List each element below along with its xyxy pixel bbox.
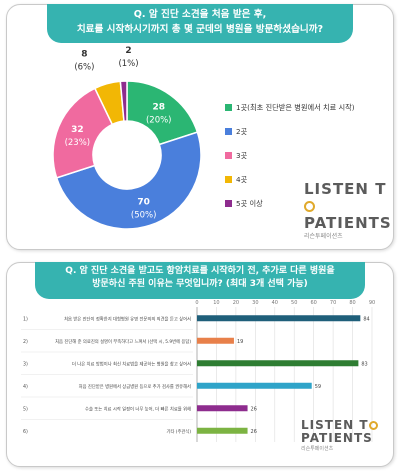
legend-label: 4곳	[236, 175, 248, 184]
question-header: Q. 암 진단 소견을 처음 받은 후, 치료를 시작하시기까지 총 몇 군데의…	[47, 4, 353, 43]
legend-label: 2곳	[236, 127, 248, 136]
donut-slice	[119, 80, 128, 122]
x-tick-label: 10	[213, 300, 219, 306]
legend-label: 5곳 이상	[236, 199, 263, 208]
slice-percent-label: (1%)	[118, 59, 138, 69]
question-header: Q. 암 진단 소견을 받고도 항암치료를 시작하기 전, 추가로 다른 병원을…	[35, 262, 365, 299]
category-label: 더 나은 치료 방법이나 최신 치료법을 제공하는 병원을 찾고 싶어서	[72, 360, 191, 367]
question-line-1: Q. 암 진단 소견을 받고도 항암치료를 시작하기 전, 추가로 다른 병원을	[65, 266, 335, 276]
question-line-2: 방문하신 주된 이유는 무엇입니까? (최대 3개 선택 가능)	[92, 279, 308, 289]
x-tick-label: 90	[369, 300, 375, 306]
x-tick-label: 60	[310, 300, 316, 306]
category-label: 처음 진단받은 병원에서 상급병원 등으로 추가 검사를 권유해서	[79, 383, 191, 390]
logo-text-line-3: 리슨투페이션츠	[304, 233, 343, 240]
slice-value-label: 8	[81, 50, 87, 60]
category-label: 수술 또는 치료 시작 일정이 너무 늦어, 더 빠른 치료를 위해	[85, 405, 191, 412]
logo-text-line-3: 리슨투페이션츠	[301, 446, 334, 452]
slice-value-label: 28	[152, 102, 165, 112]
x-tick-label: 20	[233, 300, 239, 306]
legend-swatch	[225, 104, 232, 111]
logo-o-icon	[368, 421, 378, 430]
logo-o-icon	[304, 201, 315, 212]
listen-to-patients-logo: LISTEN T PATIENTS 리슨투페이션츠	[301, 419, 378, 453]
bar	[197, 405, 248, 412]
category-label: 기타 (주관식)	[167, 428, 192, 435]
row-number: 4)	[23, 384, 28, 390]
bar-value-label: 19	[237, 339, 243, 345]
listen-to-patients-logo: LISTEN T PATIENTS 리슨투페이션츠	[304, 181, 393, 241]
legend-swatch	[225, 128, 232, 135]
bar-value-label: 26	[251, 406, 257, 412]
visit-reason-panel: Q. 암 진단 소견을 받고도 항암치료를 시작하기 전, 추가로 다른 병원을…	[6, 262, 394, 467]
bar-value-label: 59	[315, 384, 321, 390]
logo-text-line-1: LISTEN T	[301, 418, 369, 432]
slice-percent-label: (50%)	[131, 210, 157, 220]
x-tick-label: 0	[195, 300, 198, 306]
category-label: 처음 진단해 준 의료진의 설명이 부족하다고 느껴서 (선택 시, 5.9번에…	[55, 338, 191, 345]
logo-text-line-1: LISTEN T	[304, 180, 387, 198]
donut-slice	[55, 131, 202, 230]
logo-text-line-2: PATIENTS	[304, 214, 392, 232]
bar-value-label: 26	[251, 429, 257, 435]
question-line-1: Q. 암 진단 소견을 처음 받은 후,	[133, 9, 267, 20]
bar	[197, 337, 234, 344]
legend-label: 1곳(최초 진단받은 병원에서 치료 시작)	[236, 103, 355, 112]
bar	[197, 315, 361, 322]
legend-swatch	[225, 200, 232, 207]
x-tick-label: 70	[330, 300, 336, 306]
slice-percent-label: (6%)	[74, 63, 94, 73]
x-tick-label: 40	[272, 300, 278, 306]
visit-count-panel: Q. 암 진단 소견을 처음 받은 후, 치료를 시작하시기까지 총 몇 군데의…	[6, 4, 394, 250]
slice-value-label: 2	[125, 46, 131, 56]
category-label: 처음 받은 진단이 정확한지 대형병원 유명 전문의의 의견을 듣고 싶어서	[64, 315, 191, 322]
slice-percent-label: (20%)	[146, 115, 172, 125]
bar	[197, 382, 312, 389]
donut-chart: 28 (20%) 70 (50%) 32 (23%) 8 (6%) 2 (1%)	[52, 46, 202, 230]
slice-percent-label: (23%)	[65, 138, 91, 148]
row-number: 1)	[23, 316, 28, 322]
legend-label: 3곳	[236, 151, 248, 160]
x-tick-label: 50	[291, 300, 297, 306]
slice-value-label: 32	[71, 125, 84, 135]
bar-value-label: 84	[363, 316, 369, 322]
bar-value-label: 83	[361, 361, 367, 367]
row-number: 6)	[23, 429, 28, 435]
legend-swatch	[225, 152, 232, 159]
legend-swatch	[225, 176, 232, 183]
row-number: 5)	[23, 406, 28, 412]
bar	[197, 360, 359, 367]
bar	[197, 427, 248, 434]
x-tick-label: 30	[252, 300, 258, 306]
logo-text-line-2: PATIENTS	[301, 431, 373, 445]
bar-chart: 0 10 20 30 40 50 60 70 80 90 1) 처음 받은 진단이 정확한지 대형병원…	[21, 300, 375, 442]
question-line-2: 치료를 시작하시기까지 총 몇 군데의 병원을 방문하셨습니까?	[76, 24, 324, 35]
row-number: 2)	[23, 339, 28, 345]
x-tick-label: 80	[349, 300, 355, 306]
row-number: 3)	[23, 361, 28, 367]
slice-value-label: 70	[137, 197, 150, 207]
